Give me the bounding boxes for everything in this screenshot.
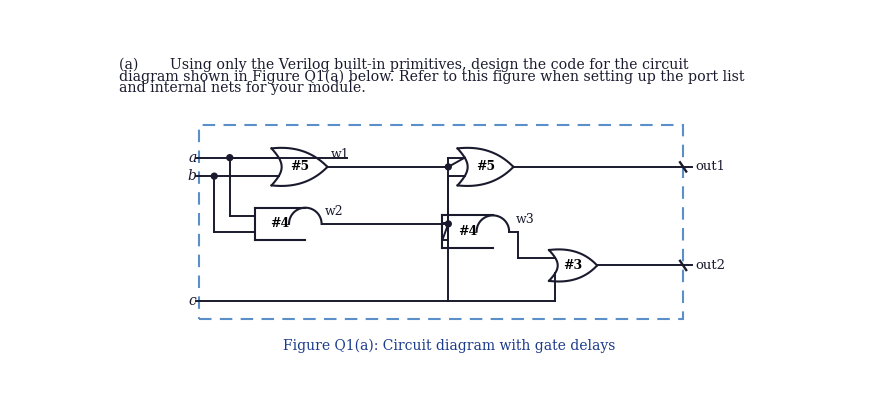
Text: (a)       Using only the Verilog built-in primitives, design the code for the ci: (a) Using only the Verilog built-in prim… xyxy=(119,58,688,72)
Circle shape xyxy=(446,221,452,227)
Text: Figure Q1(a): Circuit diagram with gate delays: Figure Q1(a): Circuit diagram with gate … xyxy=(283,338,616,353)
Circle shape xyxy=(211,173,217,179)
Bar xyxy=(199,125,683,319)
Circle shape xyxy=(446,164,452,170)
Text: a: a xyxy=(189,151,196,165)
Text: c: c xyxy=(189,294,196,308)
Text: #4: #4 xyxy=(458,225,477,238)
Text: b: b xyxy=(188,169,196,183)
Text: w2: w2 xyxy=(324,205,343,218)
Text: #5: #5 xyxy=(476,160,495,173)
Text: diagram shown in Figure Q1(a) below. Refer to this figure when setting up the po: diagram shown in Figure Q1(a) below. Ref… xyxy=(119,70,745,84)
Text: #5: #5 xyxy=(290,160,309,173)
Circle shape xyxy=(227,155,232,161)
Text: #4: #4 xyxy=(270,217,289,230)
Text: #3: #3 xyxy=(564,259,582,272)
Text: w1: w1 xyxy=(332,148,350,162)
Text: out2: out2 xyxy=(695,259,725,272)
Text: out1: out1 xyxy=(695,160,725,173)
Text: w3: w3 xyxy=(516,213,534,226)
Text: and internal nets for your module.: and internal nets for your module. xyxy=(119,81,366,95)
